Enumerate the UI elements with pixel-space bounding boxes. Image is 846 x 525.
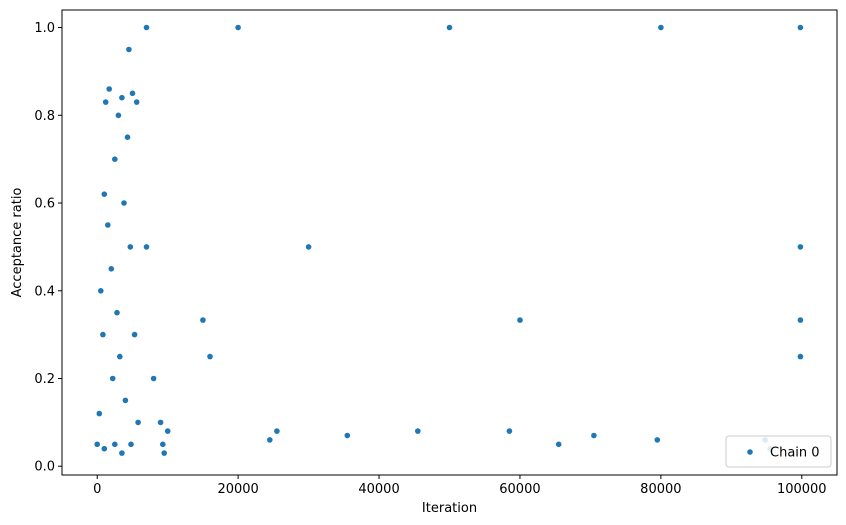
legend: Chain 0 (725, 435, 832, 468)
data-point (591, 432, 597, 439)
data-point (200, 317, 206, 323)
legend-box (725, 435, 832, 468)
data-point (133, 99, 140, 105)
data-point (127, 244, 134, 250)
data-point (344, 432, 351, 439)
data-point (150, 375, 157, 382)
data-point (109, 375, 116, 382)
y-axis-label: Acceptance ratio (10, 188, 25, 298)
data-point (267, 437, 273, 443)
data-point (797, 353, 804, 360)
y-tick-label: 0.0 (34, 460, 55, 475)
legend-marker (747, 449, 753, 455)
data-point (105, 222, 111, 228)
data-point (128, 441, 134, 448)
data-point (658, 24, 664, 31)
data-point (129, 90, 136, 97)
data-point (305, 244, 312, 250)
data-point (143, 244, 150, 250)
data-point (415, 428, 421, 434)
data-point (274, 428, 280, 434)
y-tick-label: 1.0 (34, 21, 55, 36)
data-point (124, 134, 131, 140)
data-point (112, 156, 118, 162)
data-point (100, 331, 106, 338)
data-point (797, 24, 804, 31)
data-point (101, 445, 108, 452)
x-axis: 0 20000 40000 60000 80000 100000 (93, 475, 827, 497)
y-tick-label: 0.6 (34, 197, 55, 212)
data-point (135, 419, 141, 426)
y-tick-label: 0.2 (34, 372, 55, 387)
data-point (235, 24, 241, 31)
data-point (117, 353, 123, 360)
data-point (106, 86, 112, 92)
x-tick-label: 40000 (358, 482, 399, 497)
data-point (797, 244, 804, 250)
x-tick-label: 80000 (640, 482, 681, 497)
data-point (555, 441, 562, 448)
x-tick-label: 20000 (217, 482, 258, 497)
data-point (654, 437, 661, 443)
data-point (506, 428, 513, 434)
data-point (94, 441, 100, 448)
data-point (108, 266, 115, 272)
data-point (517, 317, 523, 323)
data-point (114, 309, 120, 316)
data-point (112, 441, 118, 448)
y-tick-label: 0.8 (34, 109, 55, 124)
data-point (161, 450, 167, 456)
plot-background (62, 10, 837, 475)
y-tick-label: 0.4 (34, 284, 55, 299)
data-point (207, 353, 213, 360)
x-tick-label: 0 (93, 482, 101, 497)
data-point (160, 441, 166, 448)
legend-entry-label: Chain 0 (770, 446, 820, 461)
data-points (94, 24, 804, 456)
plot-frame (61, 9, 838, 476)
data-point (446, 24, 453, 31)
y-axis: 0.0 0.2 0.4 0.6 0.8 1.0 (34, 21, 62, 475)
x-tick-label: 100000 (777, 482, 827, 497)
data-point (164, 428, 171, 434)
data-point (121, 200, 127, 206)
data-point (115, 112, 122, 119)
x-axis-label: Iteration (422, 501, 477, 516)
x-tick-label: 60000 (499, 482, 540, 497)
data-point (126, 46, 132, 53)
data-point (131, 331, 138, 338)
data-point (119, 450, 125, 456)
data-point (101, 191, 108, 197)
data-point (122, 397, 129, 404)
data-point (143, 24, 150, 31)
data-point (96, 410, 103, 417)
data-point (102, 99, 109, 105)
data-point (157, 419, 164, 426)
data-point (119, 94, 125, 101)
data-point (98, 288, 104, 294)
data-point (797, 317, 804, 323)
